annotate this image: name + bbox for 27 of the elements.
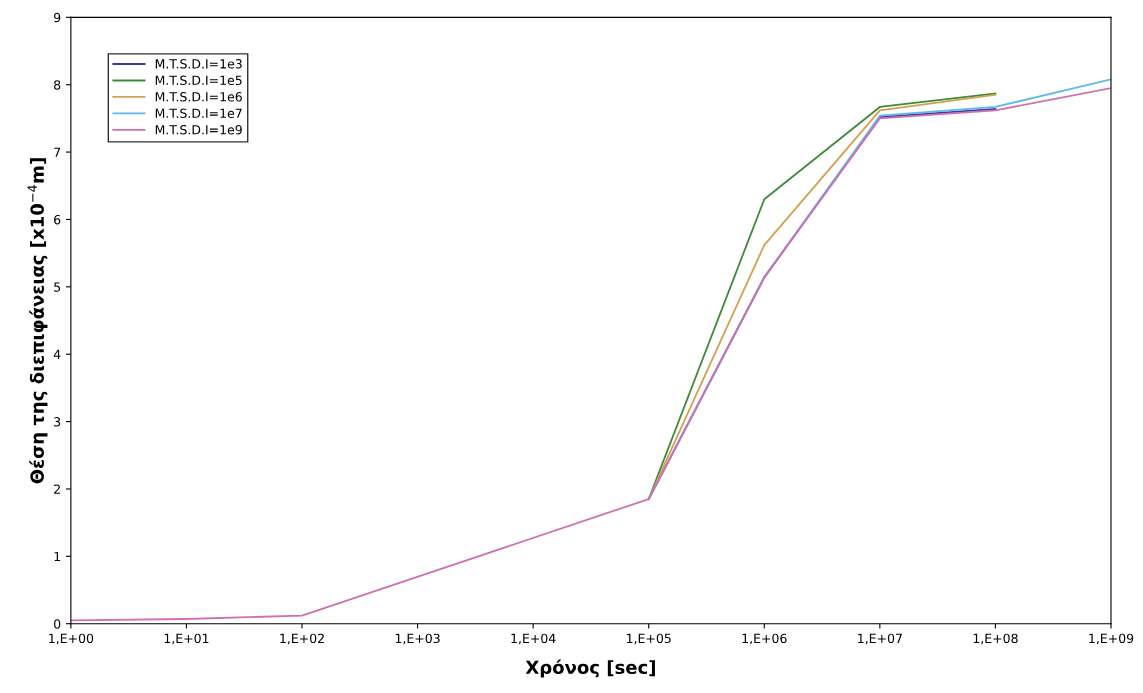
y-axis-title: Θέση της διεπιφάνειας [x10$^{−4}$m] xyxy=(27,158,48,484)
x-axis-title: Χρόνος [sec] xyxy=(525,659,655,678)
legend-label: M.T.S.D.I=1e6 xyxy=(155,92,242,102)
x-tick-label: 1,E+03 xyxy=(395,633,440,645)
y-tick-label: 0 xyxy=(54,619,61,629)
x-tick-label: 1,E+05 xyxy=(626,633,671,645)
legend-label: M.T.S.D.I=1e3 xyxy=(155,59,242,69)
y-tick-label: 4 xyxy=(53,349,61,359)
x-tick-label: 1,E+00 xyxy=(49,633,94,645)
x-tick-label: 1,E+07 xyxy=(858,633,902,645)
y-tick-label: 5 xyxy=(54,282,61,292)
x-tick-label: 1,E+06 xyxy=(742,633,787,645)
y-tick-label: 3 xyxy=(54,417,61,427)
legend-label: M.T.S.D.I=1e5 xyxy=(155,75,242,86)
y-tick-label: 9 xyxy=(53,12,61,23)
y-tick-label: 7 xyxy=(54,147,61,157)
y-tick-label: 2 xyxy=(54,484,60,494)
x-tick-label: 1,E+09 xyxy=(1089,633,1134,645)
x-tick-label: 1,E+08 xyxy=(973,633,1018,645)
y-tick-label: 8 xyxy=(54,80,61,90)
x-tick-label: 1,E+04 xyxy=(511,633,556,645)
y-tick-label: 6 xyxy=(54,214,61,225)
legend-label: M.T.S.D.I=1e9 xyxy=(155,125,242,135)
y-tick-label: 1 xyxy=(54,551,60,562)
legend-label: M.T.S.D.I=1e7 xyxy=(155,108,242,118)
x-tick-label: 1,E+01 xyxy=(164,633,209,645)
x-tick-label: 1,E+02 xyxy=(280,633,324,645)
